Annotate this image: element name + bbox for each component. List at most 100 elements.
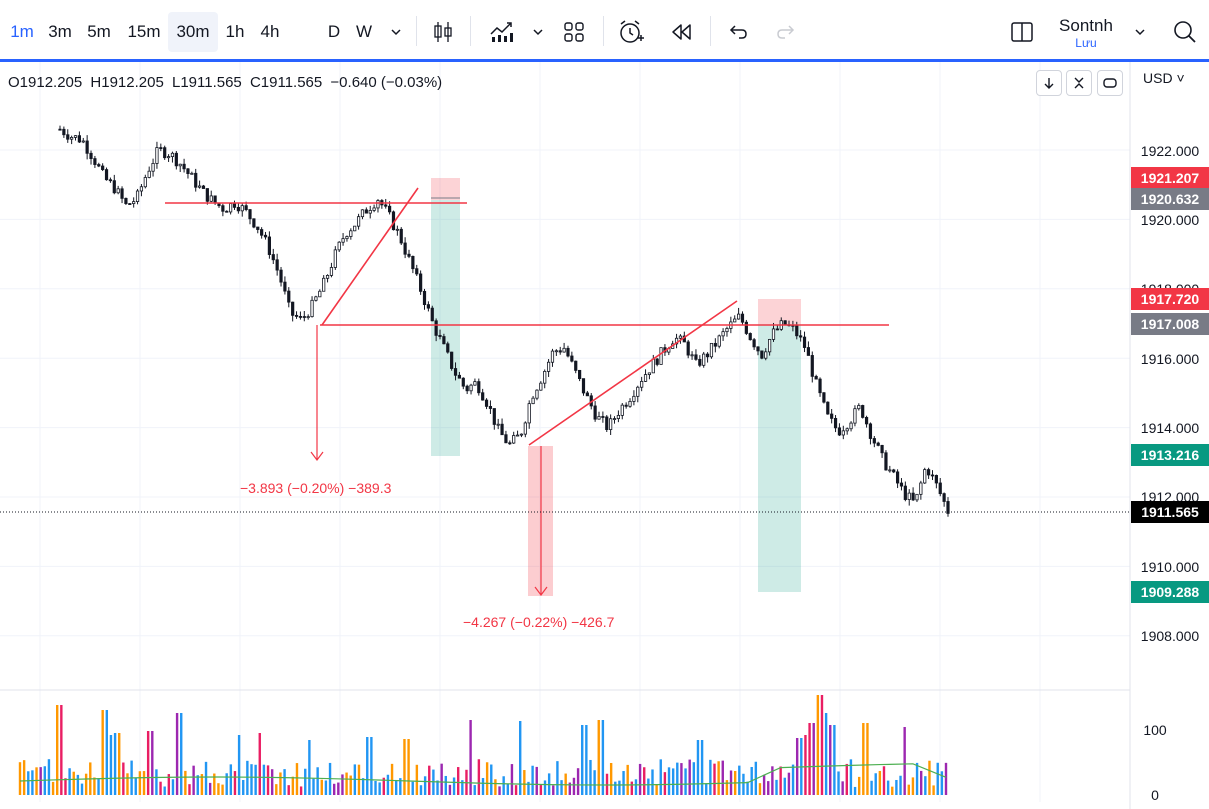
volume-bar bbox=[721, 760, 724, 795]
candle-body bbox=[186, 168, 190, 174]
indicators-icon[interactable] bbox=[486, 12, 518, 52]
candle-body bbox=[213, 195, 217, 204]
volume-bar bbox=[820, 695, 824, 795]
volume-bar bbox=[196, 775, 199, 795]
candle-body bbox=[457, 374, 462, 379]
candle-body bbox=[384, 204, 388, 207]
candle-body bbox=[868, 423, 873, 439]
volume-bar bbox=[506, 783, 510, 795]
candle-body bbox=[841, 430, 845, 436]
volume-bar bbox=[399, 778, 402, 795]
volume-bar bbox=[208, 782, 212, 795]
collapse-button[interactable] bbox=[1066, 70, 1092, 96]
candle-body bbox=[77, 135, 81, 143]
volume-bar bbox=[101, 710, 104, 795]
candle-body bbox=[322, 277, 326, 292]
volume-ma-line bbox=[19, 763, 947, 786]
interval-1m[interactable]: 1m bbox=[10, 22, 34, 41]
volume-bar bbox=[444, 775, 447, 795]
volume-bar bbox=[345, 772, 348, 795]
alert-clock-icon[interactable] bbox=[614, 12, 648, 52]
volume-bar bbox=[370, 737, 373, 795]
volume-bar bbox=[304, 768, 307, 795]
candle-body bbox=[341, 238, 345, 243]
volume-bar bbox=[167, 774, 171, 795]
short-position-stop-zone bbox=[431, 178, 460, 200]
candles-icon[interactable] bbox=[428, 12, 458, 52]
volume-bar bbox=[688, 759, 691, 795]
candle-body bbox=[66, 134, 70, 140]
candle-body bbox=[209, 195, 213, 202]
volume-bar bbox=[312, 778, 315, 795]
volume-bar bbox=[142, 771, 146, 795]
candle-body bbox=[640, 380, 644, 388]
interval-15m[interactable]: 15m bbox=[127, 22, 161, 41]
volume-bar bbox=[700, 740, 704, 795]
candle-body bbox=[946, 501, 950, 514]
candle-body bbox=[81, 140, 85, 143]
volume-bar bbox=[928, 760, 931, 795]
candle-body bbox=[636, 386, 640, 397]
volume-bar bbox=[746, 781, 749, 795]
price-chart[interactable] bbox=[0, 62, 1209, 809]
volume-bar bbox=[680, 763, 683, 795]
candle-body bbox=[388, 205, 392, 213]
currency-selector[interactable]: USD ˅ bbox=[1143, 70, 1185, 86]
chevron-down-icon[interactable] bbox=[528, 12, 548, 52]
panel-icon[interactable] bbox=[1006, 12, 1038, 52]
candle-body bbox=[519, 433, 524, 436]
volume-bar bbox=[849, 759, 853, 795]
candle-body bbox=[174, 152, 178, 167]
volume-bar bbox=[886, 780, 890, 795]
volume-bar bbox=[618, 780, 621, 795]
interval-d[interactable]: D bbox=[327, 22, 341, 41]
interval-5m[interactable]: 5m bbox=[87, 22, 111, 41]
candle-body bbox=[151, 163, 155, 172]
candle-body bbox=[616, 414, 620, 419]
scroll-down-button[interactable] bbox=[1036, 70, 1062, 96]
candle-body bbox=[197, 185, 202, 188]
volume-bar bbox=[498, 786, 501, 795]
maximize-button[interactable] bbox=[1097, 70, 1123, 96]
volume-bar bbox=[386, 774, 390, 795]
save-status[interactable]: Lưu bbox=[1075, 36, 1097, 50]
volume-bar bbox=[853, 786, 857, 795]
candle-body bbox=[399, 228, 403, 244]
candle-body bbox=[643, 374, 648, 382]
interval-3m[interactable]: 3m bbox=[48, 22, 72, 41]
volume-bar bbox=[366, 737, 369, 795]
volume-tick: 100 bbox=[1143, 722, 1167, 738]
candle-body bbox=[190, 172, 194, 175]
candle-body bbox=[376, 200, 380, 209]
candle-body bbox=[256, 226, 260, 230]
candle-body bbox=[554, 350, 558, 353]
chevron-down-icon[interactable] bbox=[384, 12, 408, 52]
volume-bar bbox=[787, 772, 791, 795]
candle-body bbox=[415, 268, 419, 275]
candle-body bbox=[694, 354, 698, 360]
interval-30m[interactable]: 30m bbox=[168, 12, 218, 52]
undo-icon[interactable] bbox=[722, 12, 754, 52]
volume-bar bbox=[804, 735, 807, 795]
volume-bar bbox=[919, 770, 923, 795]
chevron-down-icon[interactable] bbox=[1128, 12, 1152, 52]
candle-body bbox=[849, 422, 853, 430]
volume-bar bbox=[200, 774, 204, 795]
user-name[interactable]: Sontnh bbox=[1059, 16, 1113, 35]
volume-bar bbox=[841, 781, 844, 795]
candle-body bbox=[504, 434, 508, 444]
candle-body bbox=[337, 241, 341, 251]
candle-body bbox=[861, 405, 865, 418]
search-icon[interactable] bbox=[1168, 12, 1202, 52]
volume-bar bbox=[651, 769, 654, 795]
layout-grid-icon[interactable] bbox=[558, 12, 590, 52]
candle-body bbox=[263, 234, 268, 238]
interval-1h[interactable]: 1h bbox=[225, 22, 245, 41]
volume-bar bbox=[907, 784, 910, 795]
replay-icon[interactable] bbox=[664, 12, 698, 52]
candle-body bbox=[593, 405, 597, 420]
candle-body bbox=[89, 152, 93, 159]
candle-body bbox=[923, 469, 927, 484]
interval-w[interactable]: W bbox=[355, 22, 373, 41]
interval-4h[interactable]: 4h bbox=[260, 22, 280, 41]
